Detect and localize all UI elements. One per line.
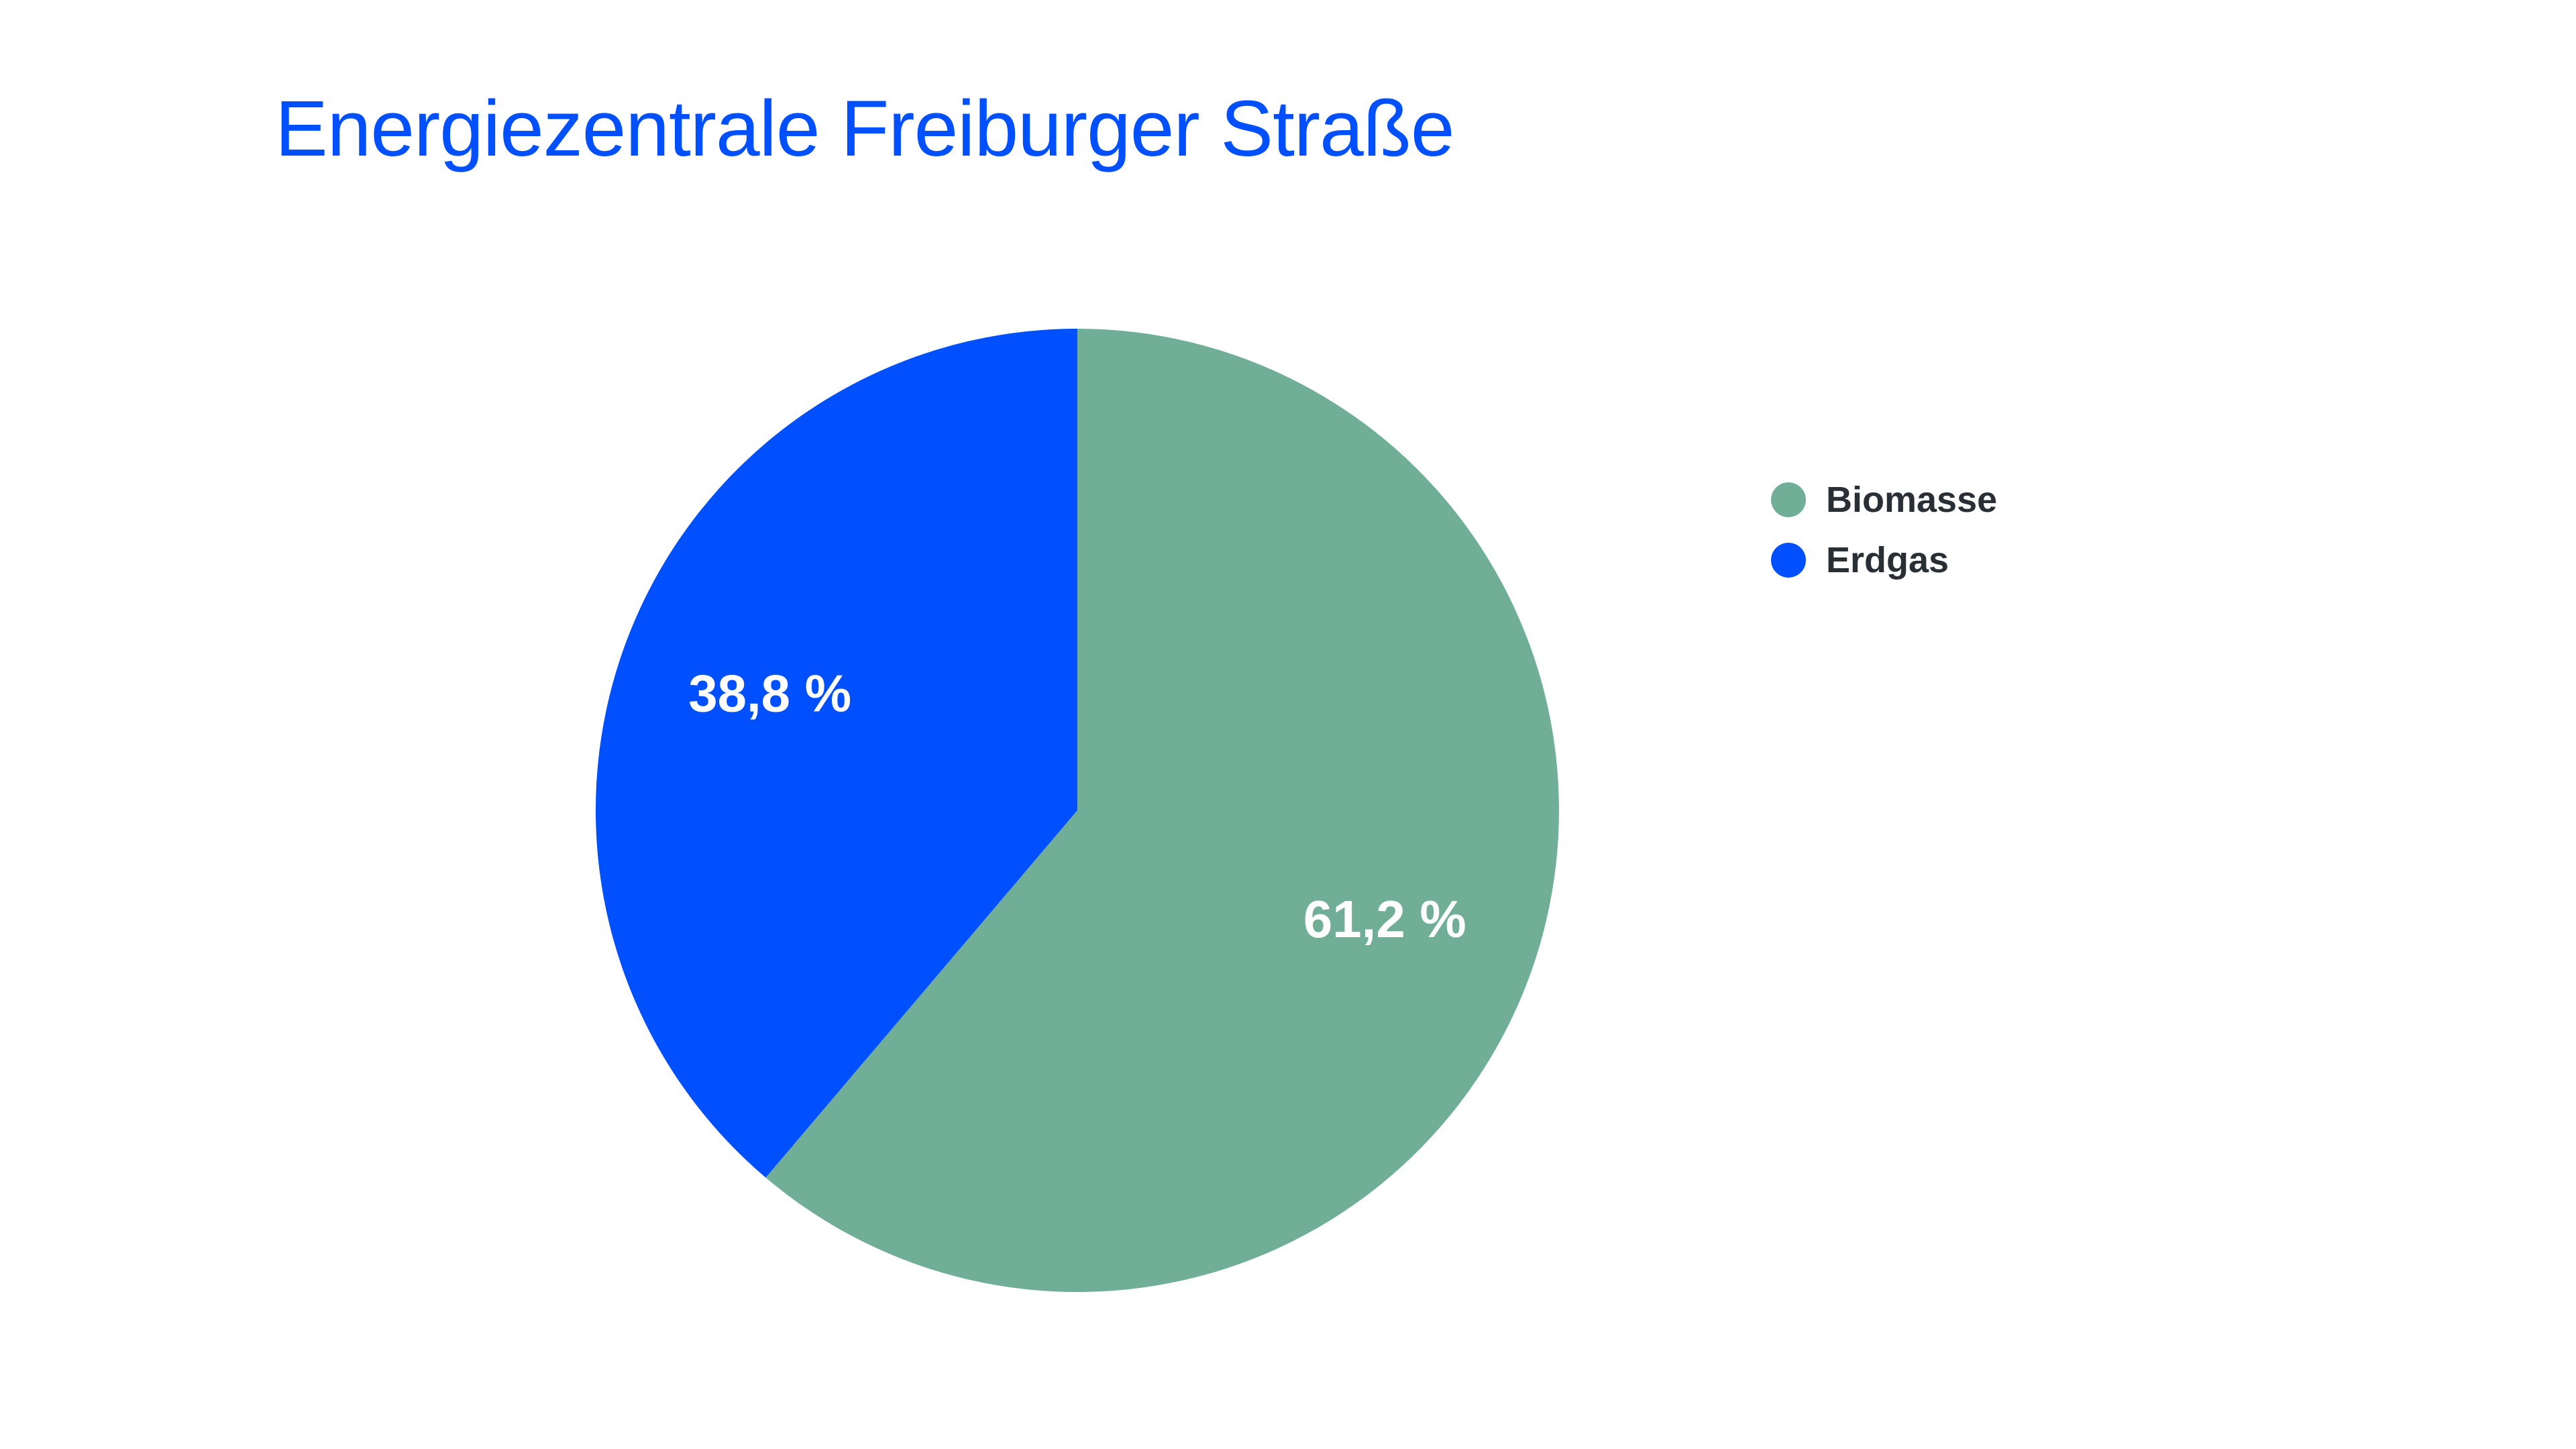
legend-swatch-biomasse [1771,482,1806,517]
legend-swatch-erdgas [1771,543,1806,578]
pie-labels: 61,2 % 38,8 % [688,663,1466,949]
pie-slice-biomasse [765,329,1560,1292]
chart-title: Energiezentrale Freiburger Straße [275,85,1455,173]
data-label-biomasse: 61,2 % [1303,890,1466,949]
legend-label-biomasse: Biomasse [1826,480,1998,520]
legend-item-biomasse: Biomasse [1771,470,1997,530]
legend-item-erdgas: Erdgas [1771,530,1997,590]
legend-label-erdgas: Erdgas [1826,540,1949,580]
pie-slice-erdgas [596,329,1077,1178]
chart-legend: Biomasse Erdgas [1771,470,1997,590]
data-label-erdgas: 38,8 % [688,663,851,722]
pie-slices [596,329,1560,1292]
